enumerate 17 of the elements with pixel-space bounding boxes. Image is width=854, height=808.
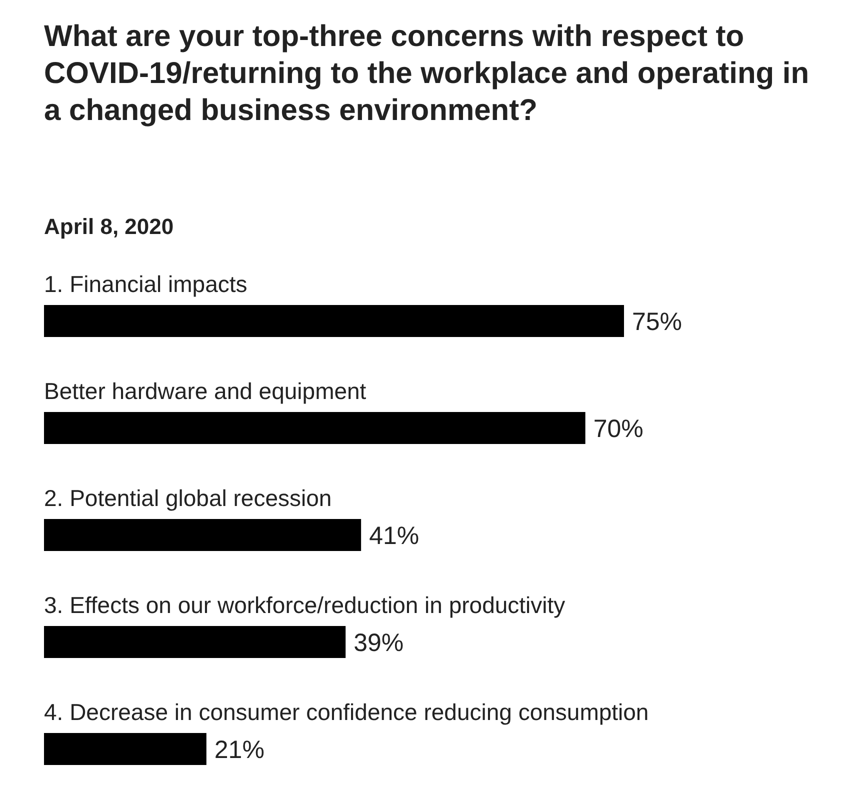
data-label: 39% [354,629,404,657]
bar [44,733,206,765]
chart-subtitle: April 8, 2020 [44,214,174,239]
y-tick-label: Better hardware and equipment [44,378,367,404]
data-label: 21% [214,736,264,764]
bar [44,626,346,658]
data-label: 70% [593,415,644,443]
data-label: 41% [369,522,420,550]
y-tick-label: 2. Potential global recession [44,485,332,511]
data-label: 75% [632,308,682,336]
bar [44,519,362,551]
y-tick-label: 4. Decrease in consumer confidence reducing consumption [44,699,649,725]
chart-title: What are your top-three concerns with respect to COVID-19/returning to the workplace and operating in a changed business environment? [44,20,810,127]
bar [44,305,624,337]
y-tick-label: 1. Financial impacts [44,271,248,297]
y-tick-label: 3. Effects on our workforce/reduction in productivity [44,592,566,618]
bar [44,412,586,444]
